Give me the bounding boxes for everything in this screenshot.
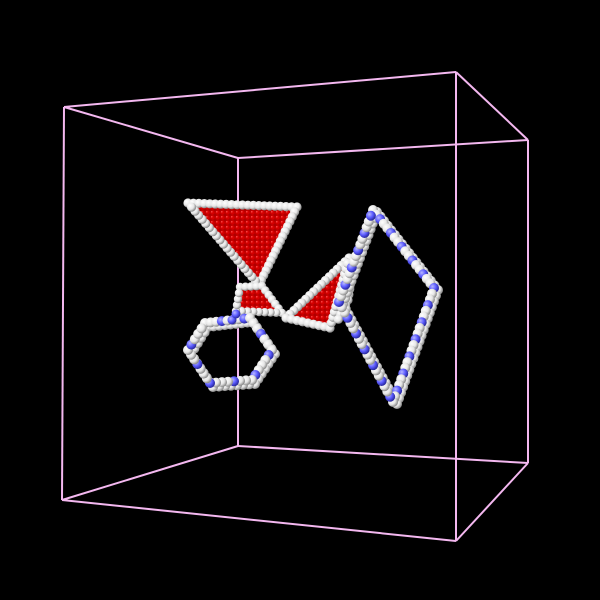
box-edge: [61, 499, 457, 542]
bead-chains: [183, 198, 443, 409]
box-edge: [61, 445, 239, 501]
plate-rim-bead: [333, 314, 343, 324]
plate-rim-bead: [234, 288, 244, 298]
box-edge: [455, 71, 529, 141]
box-edge: [237, 139, 529, 159]
box-edge: [61, 106, 65, 501]
rhombus-ring-bead: [365, 210, 376, 221]
box-edge: [63, 106, 239, 159]
box-edge: [63, 71, 457, 108]
linker-bead: [231, 309, 241, 319]
box-edge: [455, 462, 529, 542]
hexagon-ring-bead: [196, 323, 207, 334]
plate-rim-bead: [186, 202, 197, 212]
box-edge: [237, 445, 529, 464]
